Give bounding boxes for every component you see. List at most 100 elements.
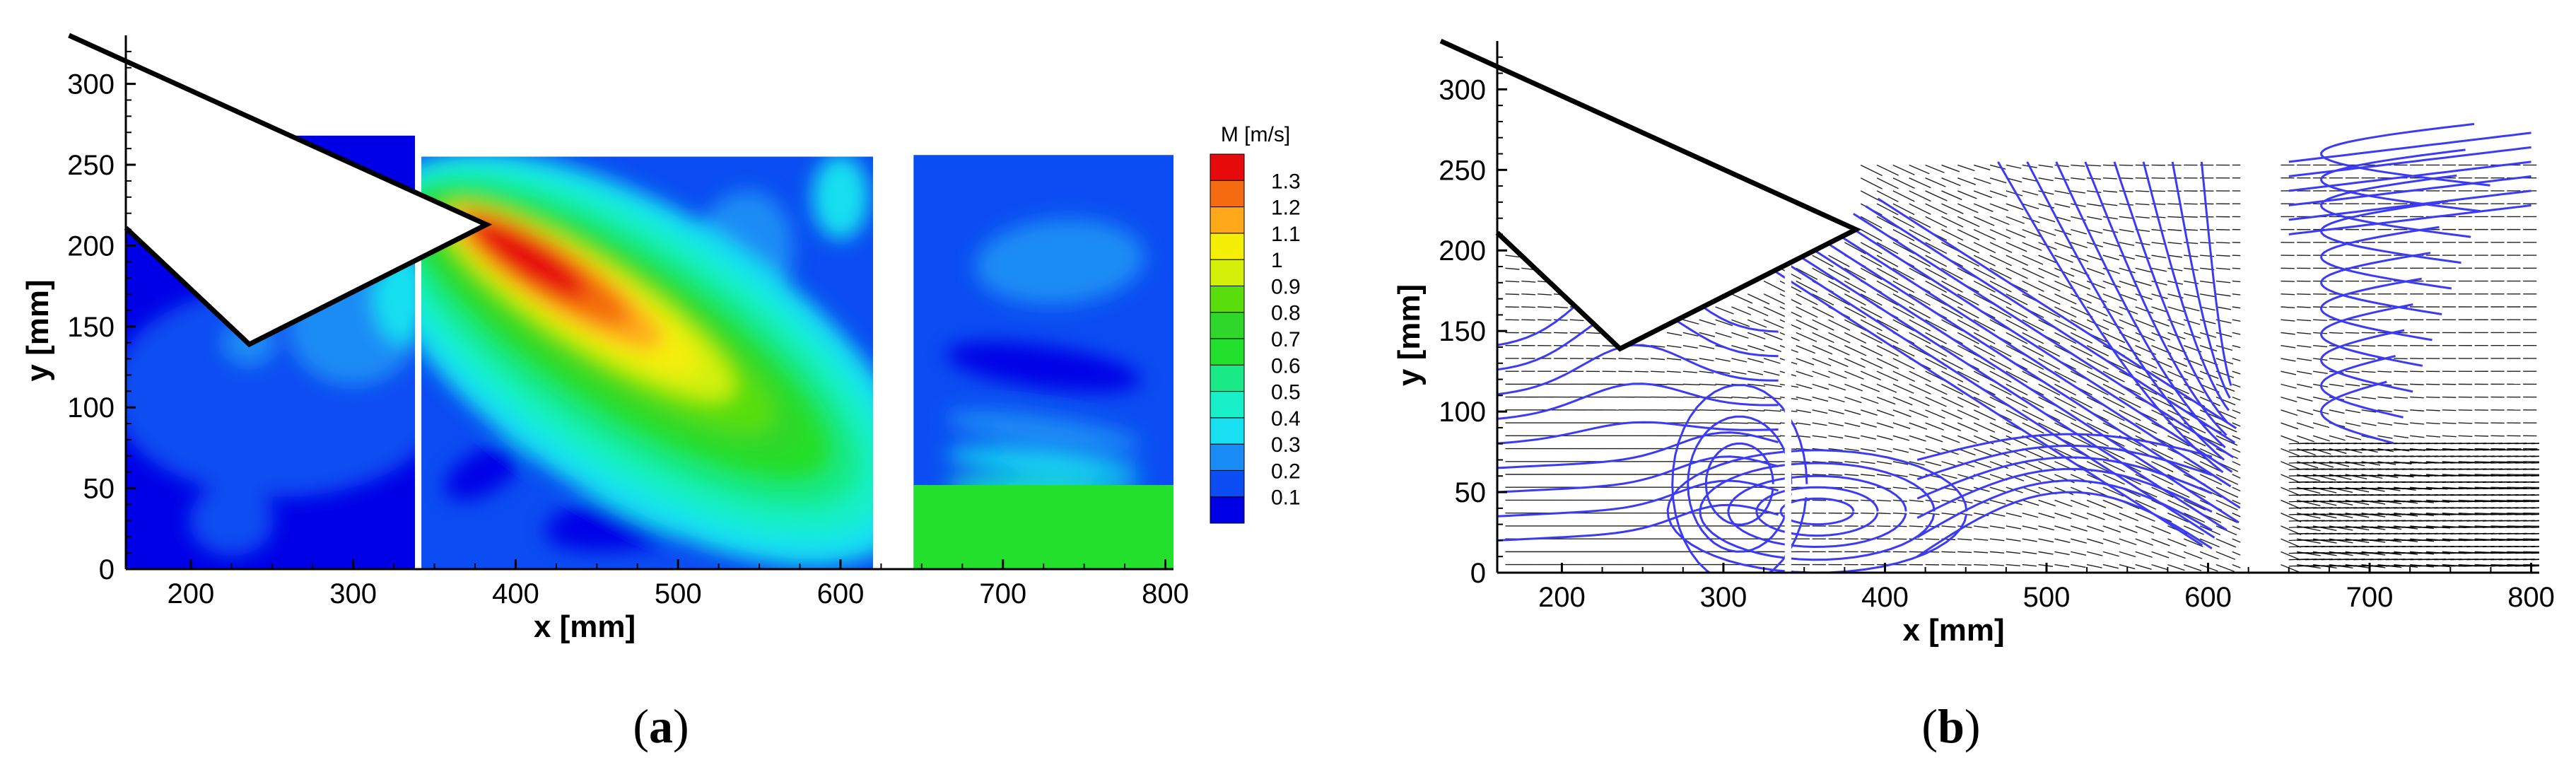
velocity-vector	[1957, 255, 1979, 267]
velocity-vector	[2215, 435, 2238, 446]
velocity-vector	[2102, 448, 2125, 460]
velocity-vector	[1892, 435, 1910, 441]
chart-panel-b: 200 300 400 500 600 700 800 0 50 100 150 200 250 300…	[1392, 38, 2555, 753]
velocity-vector	[1892, 525, 1907, 527]
velocity-vector	[1634, 370, 1649, 373]
velocity-vector	[1876, 345, 1899, 357]
velocity-vector	[1892, 228, 1915, 242]
velocity-vector	[1925, 267, 1947, 280]
velocity-vector	[1828, 319, 1851, 331]
velocity-vector	[1521, 306, 1535, 308]
velocity-vector	[2183, 525, 2204, 535]
velocity-vector	[1941, 383, 1964, 395]
velocity-vector	[1909, 164, 1930, 175]
colorbar-swatch	[1210, 338, 1245, 366]
velocity-vector	[2119, 203, 2133, 206]
streamline-left	[1497, 479, 1779, 518]
velocity-vector	[2038, 293, 2061, 305]
velocity-vector	[1957, 409, 1980, 421]
velocity-vector	[2281, 551, 2301, 561]
velocity-vector	[1892, 306, 1915, 319]
contour-level-0.4	[944, 448, 1142, 479]
velocity-vector	[1989, 563, 2004, 566]
velocity-vector	[1796, 293, 1818, 305]
velocity-vector	[1731, 293, 1753, 304]
velocity-vector	[1989, 486, 2007, 493]
velocity-vector	[1925, 203, 1948, 215]
panel-label-a-letter: a	[649, 699, 673, 753]
streamline-upper	[2026, 161, 2225, 461]
velocity-vector	[2086, 525, 2104, 532]
velocity-vector	[2312, 551, 2337, 556]
velocity-vector	[2022, 563, 2037, 567]
velocity-vector	[2297, 306, 2311, 308]
velocity-vector	[2199, 525, 2221, 535]
velocity-vector	[1973, 345, 1996, 358]
velocity-vector	[1989, 551, 2005, 554]
streamline-left	[1497, 455, 1779, 493]
y-tick-label: 200	[1439, 235, 1486, 267]
velocity-vector	[1763, 319, 1784, 329]
colorbar-ticks: 0.1 0.2 0.30.4 0.5 0.6 0.7 0.8 0.9 1 1.1 1.2 1.3	[1271, 170, 1301, 509]
y-axis-ticks: 0 50 100 150 200 250 300	[1439, 56, 1507, 589]
streamline-jet	[1767, 266, 2203, 547]
y-tick-label: 100	[67, 392, 115, 423]
streamline-lower	[1916, 479, 2213, 539]
y-tick-label: 250	[1439, 155, 1486, 186]
colorbar-tick-label: 1	[1271, 249, 1283, 272]
velocity-vector	[2215, 345, 2233, 351]
velocity-vector	[1844, 486, 1859, 489]
velocity-vector	[2038, 551, 2054, 555]
velocity-vector	[2151, 306, 2169, 313]
velocity-vector	[2022, 190, 2039, 196]
velocity-vector	[1747, 345, 1765, 351]
x-tick-label: 600	[2184, 582, 2232, 613]
streamline-jet	[1853, 213, 2235, 459]
velocity-vector	[1651, 344, 1665, 348]
velocity-vector	[2199, 293, 2215, 298]
velocity-vector	[2054, 525, 2071, 532]
x-axis-ticks: 200 300 400 500 600 700 800	[1538, 563, 2555, 613]
velocity-vector	[2022, 345, 2044, 357]
velocity-vector	[2086, 383, 2109, 396]
velocity-vector	[1876, 461, 1892, 465]
velocity-vector	[1844, 370, 1864, 380]
velocity-vector	[1909, 422, 1928, 430]
velocity-vector	[1666, 344, 1682, 349]
velocity-vector	[2135, 513, 2155, 522]
velocity-vector	[1812, 474, 1827, 476]
streamline-right-top	[2288, 132, 2531, 163]
velocity-vector	[1957, 293, 1979, 306]
velocity-vector	[2070, 435, 2093, 447]
y-tick-label: 300	[1439, 74, 1486, 105]
velocity-vector	[1957, 216, 1980, 228]
streamline-upper	[2200, 161, 2232, 386]
velocity-vector	[1538, 293, 1552, 296]
velocity-vector	[2281, 409, 2298, 416]
velocity-vector	[1651, 358, 1665, 361]
axes-frame	[1496, 41, 2539, 574]
velocity-vector	[2119, 216, 2134, 219]
velocity-vector	[2038, 538, 2054, 543]
velocity-vector	[1812, 293, 1834, 305]
colorbar-swatch	[1210, 153, 1245, 181]
velocity-vector	[2199, 474, 2223, 486]
velocity-vector	[2086, 306, 2108, 317]
velocity-vector	[1941, 435, 1960, 443]
velocity-vector	[2086, 358, 2109, 370]
velocity-vector	[2054, 563, 2070, 568]
velocity-vector	[2087, 177, 2102, 180]
velocity-vector	[2281, 538, 2301, 548]
velocity-vector	[2102, 525, 2121, 533]
velocity-vector	[2151, 255, 2167, 259]
contour-level-0.4	[812, 156, 869, 240]
velocity-vector	[2523, 563, 2539, 566]
velocity-vector	[1957, 551, 1972, 554]
velocity-vector	[2102, 538, 2120, 545]
velocity-vector	[2006, 242, 2027, 252]
velocity-vector	[1973, 396, 1996, 409]
colorbar-swatch	[1210, 417, 1245, 445]
velocity-vector	[1892, 164, 1915, 175]
velocity-vector	[2119, 513, 2139, 522]
velocity-vector	[2022, 242, 2042, 251]
